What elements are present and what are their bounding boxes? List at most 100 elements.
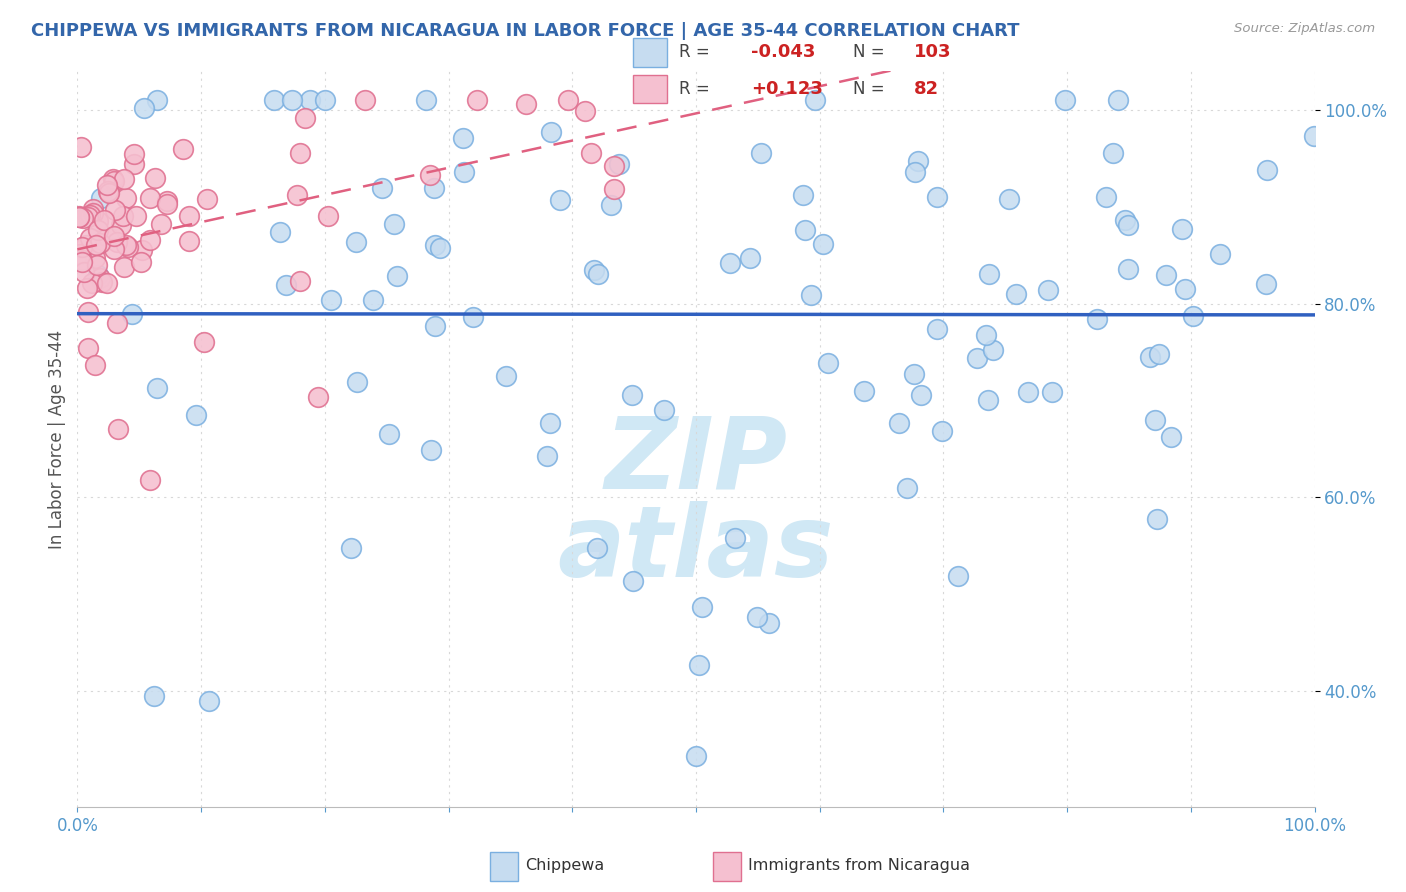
Point	[1182, 309, 1205, 323]
Point	[80, 276, 103, 290]
Point	[370, 180, 392, 194]
Bar	[713, 852, 741, 881]
Point	[139, 191, 162, 205]
Point	[903, 367, 925, 381]
Text: -0.043: -0.043	[751, 43, 815, 61]
Point	[156, 197, 179, 211]
Point	[907, 154, 929, 169]
Point	[82, 202, 104, 216]
Point	[1147, 346, 1170, 360]
Point	[1303, 129, 1326, 144]
Point	[89, 236, 111, 251]
Point	[495, 368, 517, 383]
Point	[724, 531, 747, 545]
FancyBboxPatch shape	[633, 75, 668, 103]
Point	[550, 193, 572, 207]
Point	[740, 251, 762, 265]
Point	[1036, 283, 1059, 297]
Point	[385, 268, 408, 283]
Point	[852, 384, 875, 398]
Point	[82, 206, 104, 220]
Point	[1017, 384, 1039, 399]
Point	[1114, 213, 1136, 227]
Point	[361, 293, 384, 308]
Point	[904, 165, 927, 179]
Point	[70, 140, 93, 154]
Point	[621, 388, 644, 402]
Point	[946, 568, 969, 582]
Point	[72, 255, 94, 269]
Point	[96, 178, 118, 192]
Point	[515, 96, 537, 111]
Point	[125, 209, 148, 223]
Text: 82: 82	[914, 79, 939, 97]
Point	[688, 657, 710, 672]
Point	[419, 168, 441, 182]
Point	[1160, 430, 1182, 444]
Point	[344, 235, 367, 249]
Point	[84, 251, 107, 265]
Text: ZIP: ZIP	[605, 413, 787, 510]
Point	[103, 172, 125, 186]
Text: Source: ZipAtlas.com: Source: ZipAtlas.com	[1234, 22, 1375, 36]
Point	[811, 236, 834, 251]
Point	[931, 424, 953, 438]
Point	[621, 574, 644, 588]
Point	[76, 342, 98, 356]
Point	[538, 416, 561, 430]
Point	[307, 390, 329, 404]
Point	[155, 194, 177, 208]
Point	[193, 334, 215, 349]
Point	[758, 615, 780, 630]
Point	[319, 293, 342, 307]
Point	[105, 317, 128, 331]
Point	[415, 94, 437, 108]
Point	[465, 94, 488, 108]
Point	[195, 192, 218, 206]
Point	[276, 277, 298, 292]
Point	[107, 422, 129, 436]
Point	[429, 241, 451, 255]
Text: N =: N =	[853, 79, 884, 97]
Point	[132, 101, 155, 115]
Point	[288, 145, 311, 160]
Point	[67, 210, 90, 224]
Point	[111, 209, 134, 223]
Point	[285, 187, 308, 202]
Point	[925, 190, 948, 204]
Point	[121, 307, 143, 321]
Point	[87, 214, 110, 228]
Point	[110, 218, 132, 232]
Text: R =: R =	[679, 79, 710, 97]
Point	[1143, 413, 1166, 427]
Point	[800, 287, 823, 301]
Point	[103, 242, 125, 256]
Point	[112, 172, 135, 186]
Point	[378, 426, 401, 441]
Point	[89, 271, 111, 285]
Point	[974, 328, 997, 343]
Point	[172, 142, 194, 156]
Y-axis label: In Labor Force | Age 35-44: In Labor Force | Age 35-44	[48, 330, 66, 549]
Point	[420, 443, 443, 458]
Point	[103, 229, 125, 244]
Point	[84, 238, 107, 252]
Point	[143, 171, 166, 186]
Point	[685, 748, 707, 763]
Point	[122, 157, 145, 171]
Point	[83, 358, 105, 372]
Point	[117, 239, 139, 253]
Point	[425, 238, 447, 252]
Point	[607, 157, 630, 171]
Point	[263, 94, 285, 108]
Point	[67, 210, 90, 224]
Text: +0.123: +0.123	[751, 79, 823, 97]
Point	[793, 223, 815, 237]
Point	[316, 209, 339, 223]
Point	[314, 94, 336, 108]
Text: atlas: atlas	[558, 501, 834, 599]
Point	[131, 255, 153, 269]
Point	[925, 322, 948, 336]
Point	[1107, 94, 1129, 108]
Point	[1053, 94, 1076, 108]
